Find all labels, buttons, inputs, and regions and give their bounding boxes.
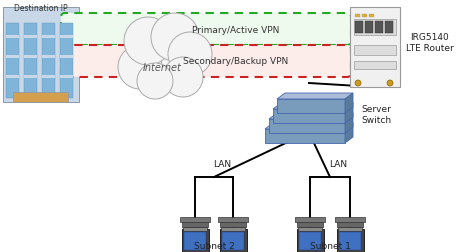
Circle shape — [124, 18, 172, 66]
FancyBboxPatch shape — [297, 219, 323, 227]
FancyBboxPatch shape — [355, 22, 363, 34]
FancyBboxPatch shape — [42, 56, 55, 59]
Text: Subnet 1: Subnet 1 — [310, 241, 350, 250]
FancyBboxPatch shape — [218, 217, 248, 222]
Polygon shape — [345, 94, 353, 114]
Circle shape — [151, 14, 199, 62]
FancyBboxPatch shape — [24, 36, 37, 39]
Polygon shape — [277, 94, 353, 100]
Text: Primary/Active VPN: Primary/Active VPN — [192, 25, 280, 34]
FancyBboxPatch shape — [354, 46, 396, 56]
FancyBboxPatch shape — [299, 232, 321, 250]
FancyBboxPatch shape — [296, 229, 323, 251]
FancyBboxPatch shape — [42, 76, 55, 79]
FancyBboxPatch shape — [355, 15, 360, 18]
FancyBboxPatch shape — [182, 229, 209, 251]
FancyBboxPatch shape — [60, 76, 73, 79]
FancyBboxPatch shape — [60, 24, 73, 99]
FancyBboxPatch shape — [60, 56, 73, 59]
FancyBboxPatch shape — [6, 76, 19, 79]
FancyBboxPatch shape — [354, 20, 396, 36]
FancyBboxPatch shape — [184, 232, 206, 250]
FancyBboxPatch shape — [24, 56, 37, 59]
FancyBboxPatch shape — [295, 217, 325, 222]
FancyBboxPatch shape — [13, 93, 68, 103]
FancyBboxPatch shape — [24, 24, 37, 99]
Text: Destination IP: Destination IP — [14, 4, 68, 13]
Polygon shape — [265, 130, 345, 143]
FancyBboxPatch shape — [42, 24, 55, 99]
Text: Internet: Internet — [143, 63, 181, 73]
FancyBboxPatch shape — [180, 217, 210, 222]
FancyBboxPatch shape — [61, 14, 351, 46]
Polygon shape — [345, 114, 353, 134]
FancyBboxPatch shape — [337, 229, 363, 251]
Circle shape — [168, 33, 212, 77]
Text: Server
Switch: Server Switch — [361, 105, 391, 124]
FancyBboxPatch shape — [298, 227, 322, 231]
FancyBboxPatch shape — [222, 232, 244, 250]
Text: IRG5140
LTE Router: IRG5140 LTE Router — [406, 33, 454, 52]
Circle shape — [163, 58, 203, 98]
FancyBboxPatch shape — [183, 227, 207, 231]
Circle shape — [355, 81, 361, 87]
FancyBboxPatch shape — [365, 22, 373, 34]
Circle shape — [137, 64, 173, 100]
Polygon shape — [273, 104, 353, 110]
Circle shape — [132, 28, 192, 88]
FancyBboxPatch shape — [362, 15, 367, 18]
Polygon shape — [269, 119, 345, 134]
FancyBboxPatch shape — [6, 56, 19, 59]
FancyBboxPatch shape — [385, 22, 393, 34]
FancyBboxPatch shape — [339, 232, 361, 250]
Circle shape — [118, 46, 162, 90]
FancyBboxPatch shape — [221, 227, 245, 231]
FancyBboxPatch shape — [369, 15, 374, 18]
FancyBboxPatch shape — [220, 219, 246, 227]
FancyBboxPatch shape — [182, 219, 208, 227]
FancyBboxPatch shape — [350, 8, 400, 88]
Text: LAN: LAN — [213, 159, 231, 168]
FancyBboxPatch shape — [60, 36, 73, 39]
FancyBboxPatch shape — [354, 62, 396, 70]
Text: Subnet 2: Subnet 2 — [194, 241, 235, 250]
FancyBboxPatch shape — [3, 8, 79, 103]
Polygon shape — [269, 114, 353, 119]
Polygon shape — [265, 123, 353, 130]
FancyBboxPatch shape — [61, 46, 351, 78]
FancyBboxPatch shape — [219, 229, 246, 251]
FancyBboxPatch shape — [375, 22, 383, 34]
Text: LAN: LAN — [329, 159, 347, 168]
FancyBboxPatch shape — [335, 217, 365, 222]
Polygon shape — [277, 100, 345, 114]
FancyBboxPatch shape — [24, 76, 37, 79]
Polygon shape — [273, 110, 345, 123]
FancyBboxPatch shape — [42, 36, 55, 39]
Polygon shape — [345, 104, 353, 123]
Polygon shape — [345, 123, 353, 143]
FancyBboxPatch shape — [6, 36, 19, 39]
FancyBboxPatch shape — [6, 24, 19, 99]
Circle shape — [387, 81, 393, 87]
FancyBboxPatch shape — [338, 227, 362, 231]
FancyBboxPatch shape — [337, 219, 363, 227]
Text: Secondary/Backup VPN: Secondary/Backup VPN — [184, 57, 288, 66]
